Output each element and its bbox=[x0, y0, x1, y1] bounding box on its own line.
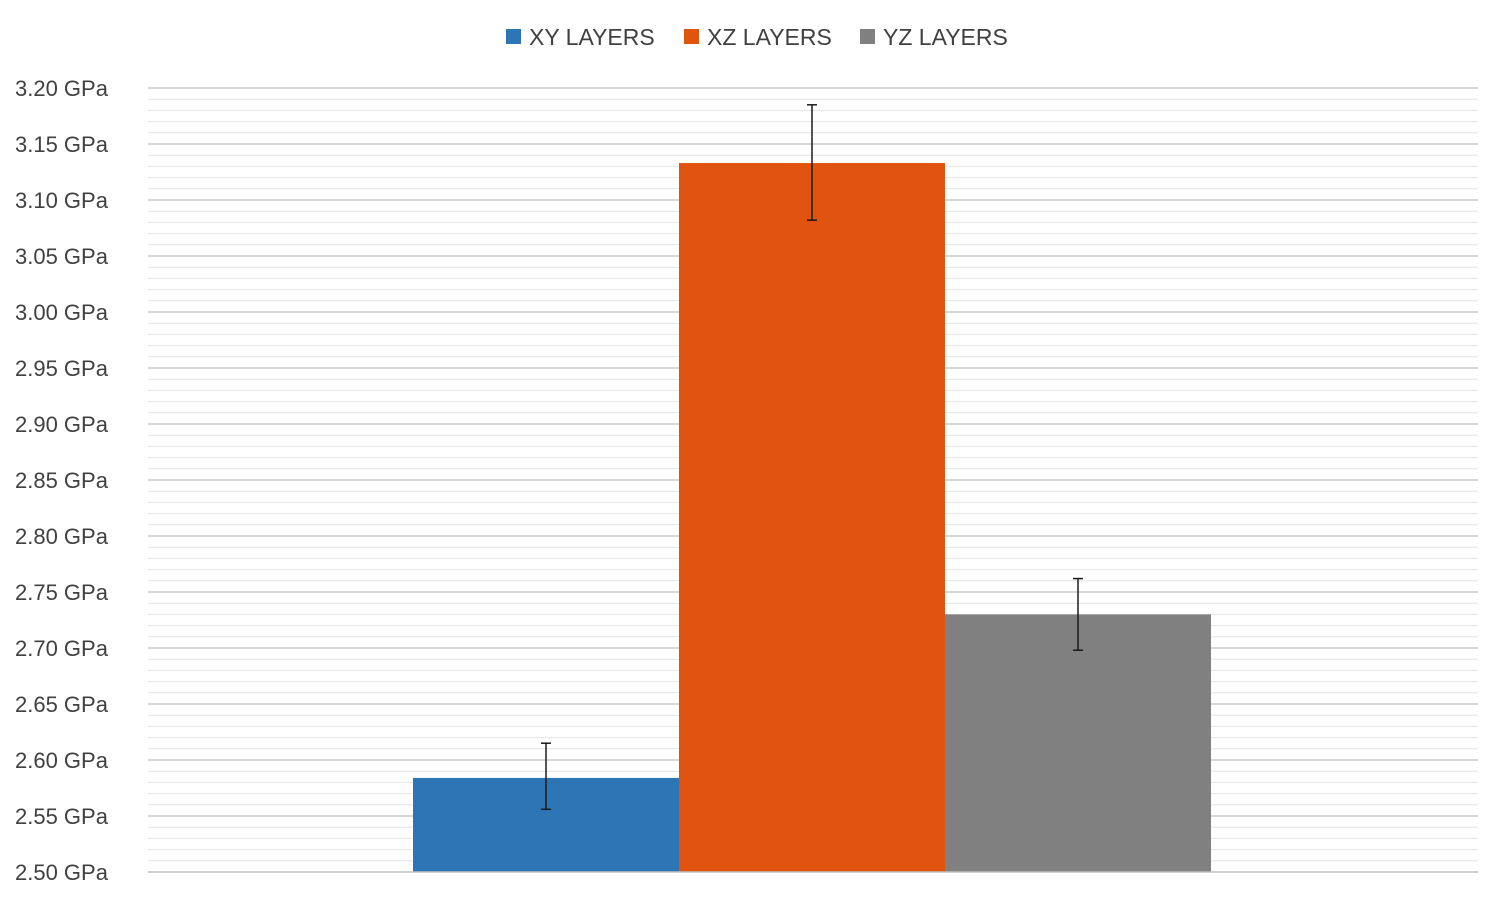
y-tick-label: 2.80 GPa bbox=[15, 524, 109, 549]
y-tick-label: 3.15 GPa bbox=[15, 132, 109, 157]
y-tick-label: 2.95 GPa bbox=[15, 356, 109, 381]
legend: XY LAYERS XZ LAYERS YZ LAYERS bbox=[506, 24, 1008, 50]
error-bars bbox=[541, 104, 1083, 811]
y-tick-label: 2.75 GPa bbox=[15, 580, 109, 605]
y-tick-label: 2.65 GPa bbox=[15, 692, 109, 717]
legend-label: XZ LAYERS bbox=[707, 24, 832, 50]
y-tick-label: 2.85 GPa bbox=[15, 468, 109, 493]
bars bbox=[413, 163, 1211, 873]
error-bar bbox=[541, 742, 551, 811]
legend-swatch bbox=[684, 29, 699, 44]
legend-item: YZ LAYERS bbox=[860, 24, 1008, 50]
y-tick-label: 2.50 GPa bbox=[15, 860, 109, 885]
bar-xz-layers bbox=[679, 163, 945, 873]
bar-yz-layers bbox=[945, 614, 1211, 872]
legend-swatch bbox=[860, 29, 875, 44]
legend-item: XY LAYERS bbox=[506, 24, 655, 50]
error-bar bbox=[807, 104, 817, 221]
error-bar bbox=[1073, 577, 1083, 651]
legend-item: XZ LAYERS bbox=[684, 24, 832, 50]
y-tick-label: 2.60 GPa bbox=[15, 748, 109, 773]
y-tick-label: 3.05 GPa bbox=[15, 244, 109, 269]
y-axis-tick-labels: 2.50 GPa 2.55 GPa 2.60 GPa 2.65 GPa 2.70 GPa… bbox=[15, 76, 109, 885]
y-tick-label: 2.70 GPa bbox=[15, 636, 109, 661]
y-tick-label: 2.55 GPa bbox=[15, 804, 109, 829]
y-tick-label: 3.10 GPa bbox=[15, 188, 109, 213]
y-tick-label: 2.90 GPa bbox=[15, 412, 109, 437]
legend-swatch bbox=[506, 29, 521, 44]
legend-label: YZ LAYERS bbox=[883, 24, 1008, 50]
legend-label: XY LAYERS bbox=[529, 24, 655, 50]
y-tick-label: 3.20 GPa bbox=[15, 76, 109, 101]
y-tick-label: 3.00 GPa bbox=[15, 300, 109, 325]
